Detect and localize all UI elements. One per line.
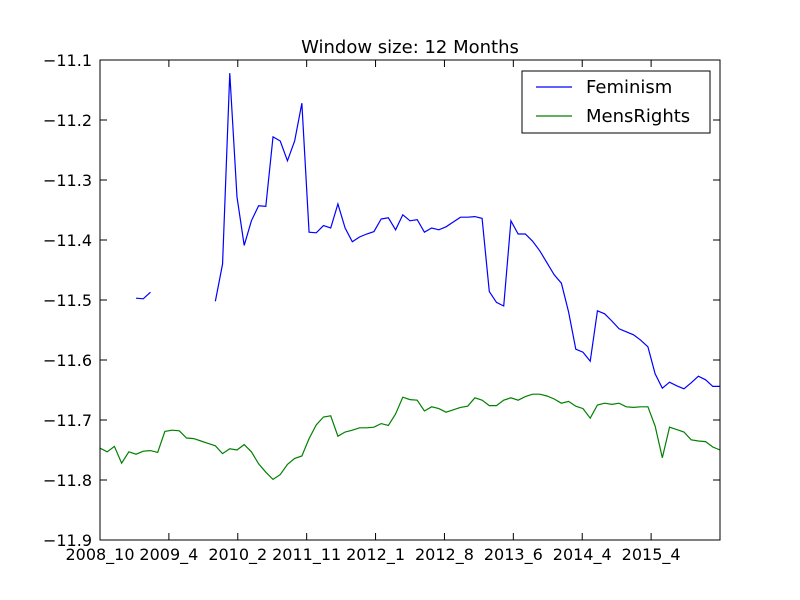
x-tick-label: 2015_4 <box>622 545 681 565</box>
y-tick-label: −11.4 <box>43 231 92 250</box>
y-tick-label: −11.5 <box>43 291 92 310</box>
legend-label-feminism: Feminism <box>586 77 672 98</box>
x-tick-label: 2012_8 <box>415 545 474 565</box>
plot-area <box>99 73 721 481</box>
legend-label-mensrights: MensRights <box>586 106 690 127</box>
chart-title: Window size: 12 Months <box>301 37 519 58</box>
x-tick-label: 2012_1 <box>346 545 405 565</box>
y-tick-label: −11.2 <box>43 111 92 130</box>
series-line-feminism <box>136 73 720 390</box>
y-tick-label: −11.6 <box>43 351 92 370</box>
y-tick-label: −11.3 <box>43 171 92 190</box>
legend-box <box>521 70 711 134</box>
y-tick-label: −11.1 <box>43 51 92 70</box>
series-line-mensrights <box>99 393 721 481</box>
x-tick-label: 2008_10 <box>65 545 134 565</box>
y-tick-label: −11.8 <box>43 471 92 490</box>
legend: Feminism MensRights <box>521 70 711 134</box>
x-tick-label: 2010_2 <box>208 545 267 565</box>
x-tick-label: 2009_4 <box>139 545 198 565</box>
y-tick-label: −11.9 <box>43 531 92 550</box>
x-tick-label: 2014_4 <box>553 545 612 565</box>
y-tick-label: −11.7 <box>43 411 92 430</box>
x-tick-label: 2013_6 <box>484 545 543 565</box>
axes: −11.1 −11.2 −11.3 −11.4 −11.5 −11.6 −11.7 −11.8… <box>43 51 721 565</box>
x-tick-label: 2011_11 <box>272 545 341 565</box>
